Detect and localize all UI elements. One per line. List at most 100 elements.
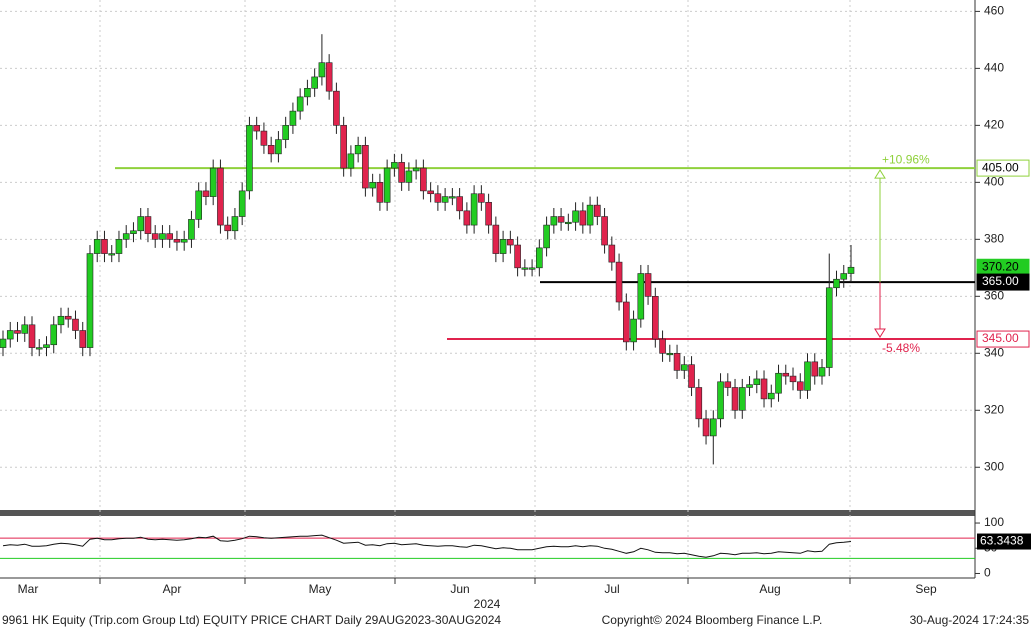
candle-body	[376, 182, 384, 203]
candle-body	[804, 361, 811, 391]
candle-body	[231, 216, 239, 232]
candle-body	[709, 418, 717, 437]
candle-body	[652, 296, 659, 340]
candle-body	[72, 318, 79, 331]
level-label-box	[976, 159, 1030, 177]
footer-copyright: Copyright© 2024 Bloomberg Finance L.P.	[602, 613, 823, 627]
candle-body	[28, 324, 36, 348]
candle-body	[847, 266, 855, 274]
candle-body	[499, 239, 507, 254]
candle-body	[6, 330, 14, 340]
candle-body	[840, 273, 848, 280]
candle-body	[796, 381, 804, 391]
x-tick-label: Mar	[18, 582, 39, 596]
annotation: -5.48%	[882, 341, 920, 355]
panel-divider	[0, 510, 975, 516]
candle-body	[296, 96, 304, 112]
candle-body	[579, 210, 587, 226]
candle-body	[565, 221, 572, 225]
candle-body	[485, 201, 492, 226]
candle-body	[550, 216, 558, 226]
level-label-box	[976, 273, 1030, 291]
y-tick-label: 300	[984, 459, 1004, 473]
candle-body	[304, 88, 311, 98]
candle-body	[93, 239, 101, 254]
candle-body	[775, 372, 782, 394]
candle-body	[724, 381, 732, 388]
candle-body	[57, 315, 65, 326]
x-tick-label: Jul	[604, 582, 619, 596]
candle-body	[688, 364, 695, 388]
candle-body	[115, 239, 123, 254]
candle-body	[637, 273, 645, 320]
y-tick-label: 400	[984, 175, 1004, 189]
candle-body	[333, 90, 340, 126]
candle-body	[659, 338, 666, 354]
candle-body	[717, 381, 724, 420]
candle-body	[825, 287, 833, 368]
candle-body	[369, 182, 376, 189]
candle-body	[811, 361, 819, 377]
candle-body	[224, 224, 231, 232]
y-tick-label: 420	[984, 118, 1004, 132]
candle-body	[21, 324, 29, 334]
candle-body	[673, 352, 681, 371]
candle-body	[325, 62, 333, 92]
candle-body	[449, 196, 456, 199]
candle-body	[311, 76, 318, 89]
candle-body	[738, 387, 746, 411]
candle-body	[347, 153, 355, 169]
candle-body	[166, 233, 174, 240]
candle-body	[0, 338, 7, 348]
candle-body	[289, 110, 297, 126]
candle-body	[195, 190, 202, 220]
annotation: +10.96%	[882, 152, 930, 166]
level-label: 405.00	[982, 160, 1019, 174]
candle-body	[456, 196, 463, 212]
candle-body	[753, 378, 761, 385]
candle-body	[543, 224, 550, 249]
candle-body	[666, 352, 674, 356]
candle-body	[267, 145, 275, 155]
candle-body	[412, 167, 420, 172]
candle-body	[731, 387, 739, 411]
candle-body	[35, 347, 43, 350]
x-tick-label: Apr	[163, 582, 182, 596]
candle-body	[420, 167, 427, 192]
candle-body	[427, 190, 434, 195]
candle-body	[514, 244, 521, 269]
y-tick-label: 320	[984, 402, 1004, 416]
candle-body	[521, 267, 529, 270]
candle-body	[702, 418, 710, 437]
candle-body	[14, 330, 21, 334]
y-tick-label: 340	[984, 345, 1004, 359]
candle-body	[470, 193, 478, 226]
candle-body	[528, 267, 536, 270]
candle-body	[101, 239, 108, 254]
candle-body	[434, 193, 442, 203]
y-tick-label: 440	[984, 61, 1004, 75]
candle-body	[594, 204, 601, 217]
rsi-tick-label: 100	[984, 515, 1004, 529]
candle-body	[217, 167, 224, 226]
candle-body	[43, 344, 50, 348]
candle-body	[557, 216, 565, 223]
rsi-line	[2, 534, 852, 558]
candle-body	[586, 204, 594, 226]
x-tick-label: May	[309, 582, 332, 596]
footer-timestamp: 30-Aug-2024 17:24:35	[910, 613, 1030, 627]
candle-body	[246, 125, 253, 192]
candle-body	[275, 139, 282, 155]
candle-body	[383, 167, 391, 203]
candle-body	[695, 387, 703, 420]
candle-body	[441, 196, 449, 203]
y-tick-label: 360	[984, 288, 1004, 302]
rsi-tick-label: 0	[984, 566, 991, 580]
candle-body	[608, 244, 616, 263]
candle-body	[760, 378, 768, 400]
candle-body	[746, 384, 753, 388]
candle-body	[137, 216, 145, 232]
candle-body	[782, 372, 790, 377]
